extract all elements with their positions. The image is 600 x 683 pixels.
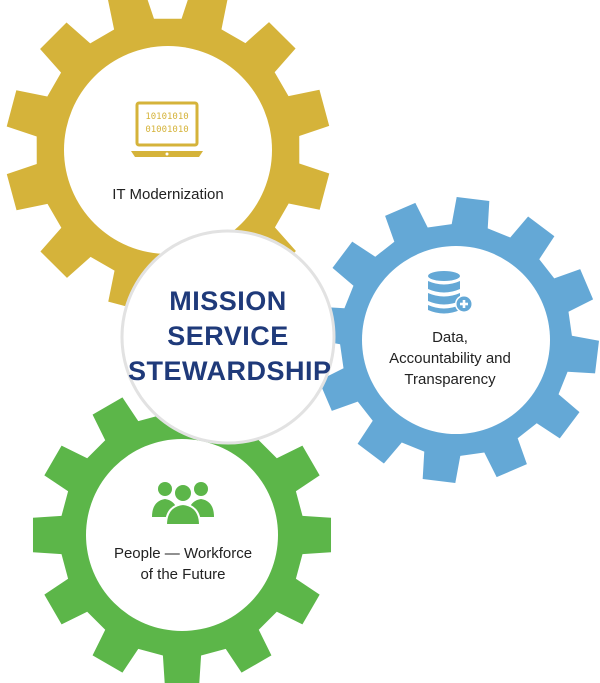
label-data-line2: Accountability and <box>389 350 511 367</box>
center-line-service: SERVICE <box>167 321 289 351</box>
label-data-accountability: Data, Accountability and Transparency <box>370 327 530 390</box>
center-circle <box>120 229 336 445</box>
label-people-line2: of the Future <box>140 566 226 583</box>
gear-it-hub <box>64 46 272 254</box>
laptop-screen-row2: 01001010 <box>145 125 188 135</box>
laptop-binary-icon: 10101010 01001010 <box>131 101 203 157</box>
label-it-modernization: IT Modernization <box>88 184 248 205</box>
label-people-workforce: People — Workforce of the Future <box>98 543 268 585</box>
database-plus-icon <box>428 271 473 314</box>
center-line-mission: MISSION <box>169 286 287 316</box>
gear-people-workforce <box>32 385 332 683</box>
people-group-icon <box>152 482 214 526</box>
center-line-stewardship: STEWARDSHIP <box>128 356 332 386</box>
laptop-screen-row1: 10101010 <box>145 112 188 122</box>
label-people-line1: People — Workforce <box>113 545 253 562</box>
gear-data-accountability <box>313 197 599 483</box>
label-data-line1: Data, <box>432 329 468 346</box>
gear-data-hub <box>362 246 550 434</box>
gear-people-hub <box>86 439 278 631</box>
center-mission-text: MISSION SERVICE STEWARDSHIP <box>128 284 332 389</box>
label-data-line3: Transparency <box>404 371 496 388</box>
label-it-line: IT Modernization <box>112 186 224 203</box>
